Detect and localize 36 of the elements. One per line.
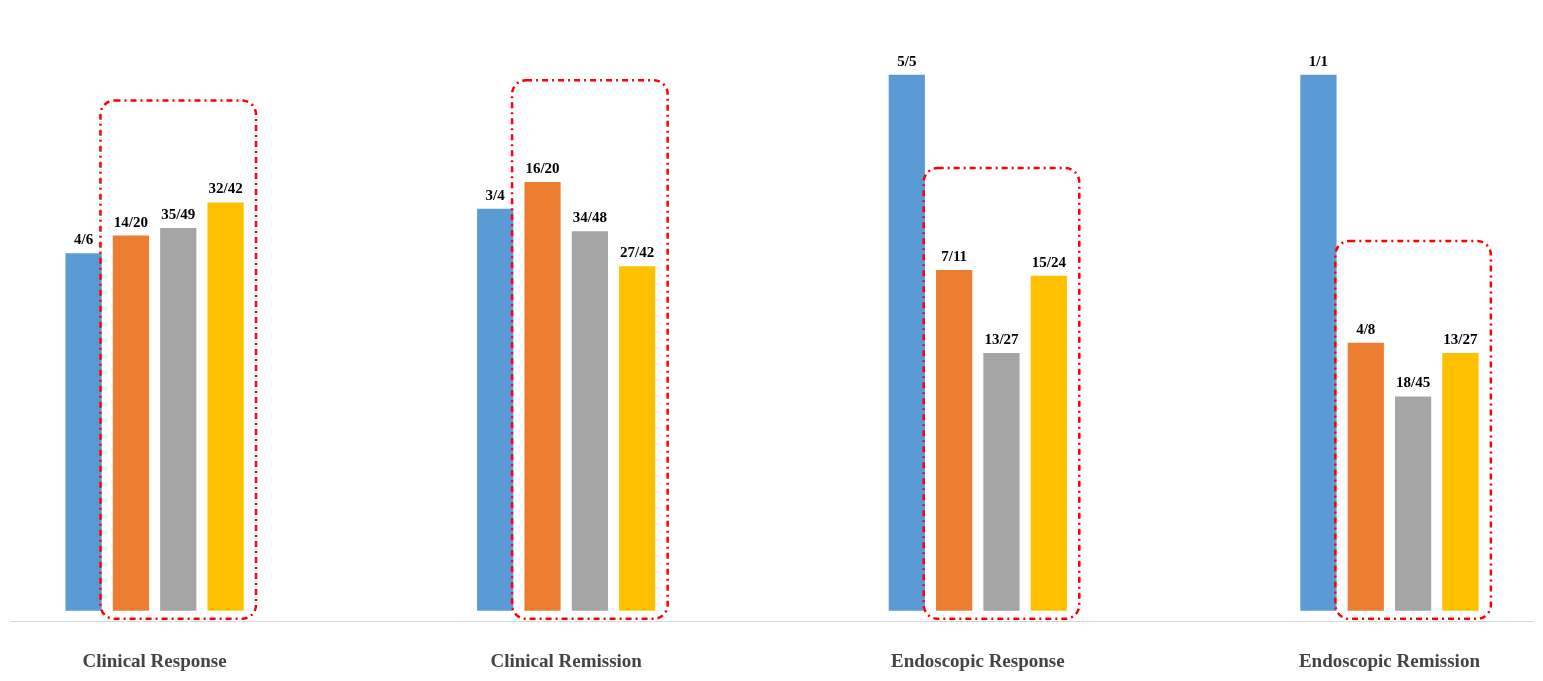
data-label: 1/1	[1308, 52, 1329, 69]
x-tick-label: Endoscopic Response	[890, 649, 1065, 671]
data-label: 18/45	[1396, 374, 1431, 391]
data-label: 32/42	[208, 180, 243, 197]
data-label: 13/27	[1443, 330, 1479, 347]
data-label: 13/27	[984, 330, 1020, 347]
data-label: 15/24	[1031, 253, 1067, 270]
data-label: 5/5	[897, 52, 917, 69]
x-tick-label: Clinical Remission	[490, 649, 643, 671]
bar	[1347, 342, 1384, 611]
bar	[207, 202, 244, 611]
bar	[1030, 275, 1067, 611]
bar	[1394, 396, 1432, 611]
bar	[112, 235, 150, 611]
data-label: 4/6	[73, 231, 94, 248]
data-label: 14/20	[113, 213, 148, 230]
data-label: 7/11	[941, 247, 968, 264]
bar	[65, 253, 102, 611]
data-label: 16/20	[525, 160, 560, 177]
data-label: 27/42	[620, 244, 655, 261]
data-label: 3/4	[485, 186, 506, 203]
bar	[1442, 352, 1479, 611]
bar	[983, 352, 1020, 611]
x-tick-label: Endoscopic Remission	[1298, 649, 1481, 671]
x-tick-label: Clinical Response	[82, 649, 227, 671]
bar	[524, 182, 561, 611]
data-label: 34/48	[572, 209, 607, 226]
bar	[160, 228, 197, 611]
bar	[1300, 74, 1337, 611]
bar	[571, 231, 608, 611]
data-label: 35/49	[161, 206, 196, 223]
bar	[936, 269, 973, 611]
data-label: 4/8	[1356, 320, 1376, 337]
bar	[888, 74, 925, 611]
bar	[619, 266, 656, 611]
bar	[477, 208, 514, 611]
